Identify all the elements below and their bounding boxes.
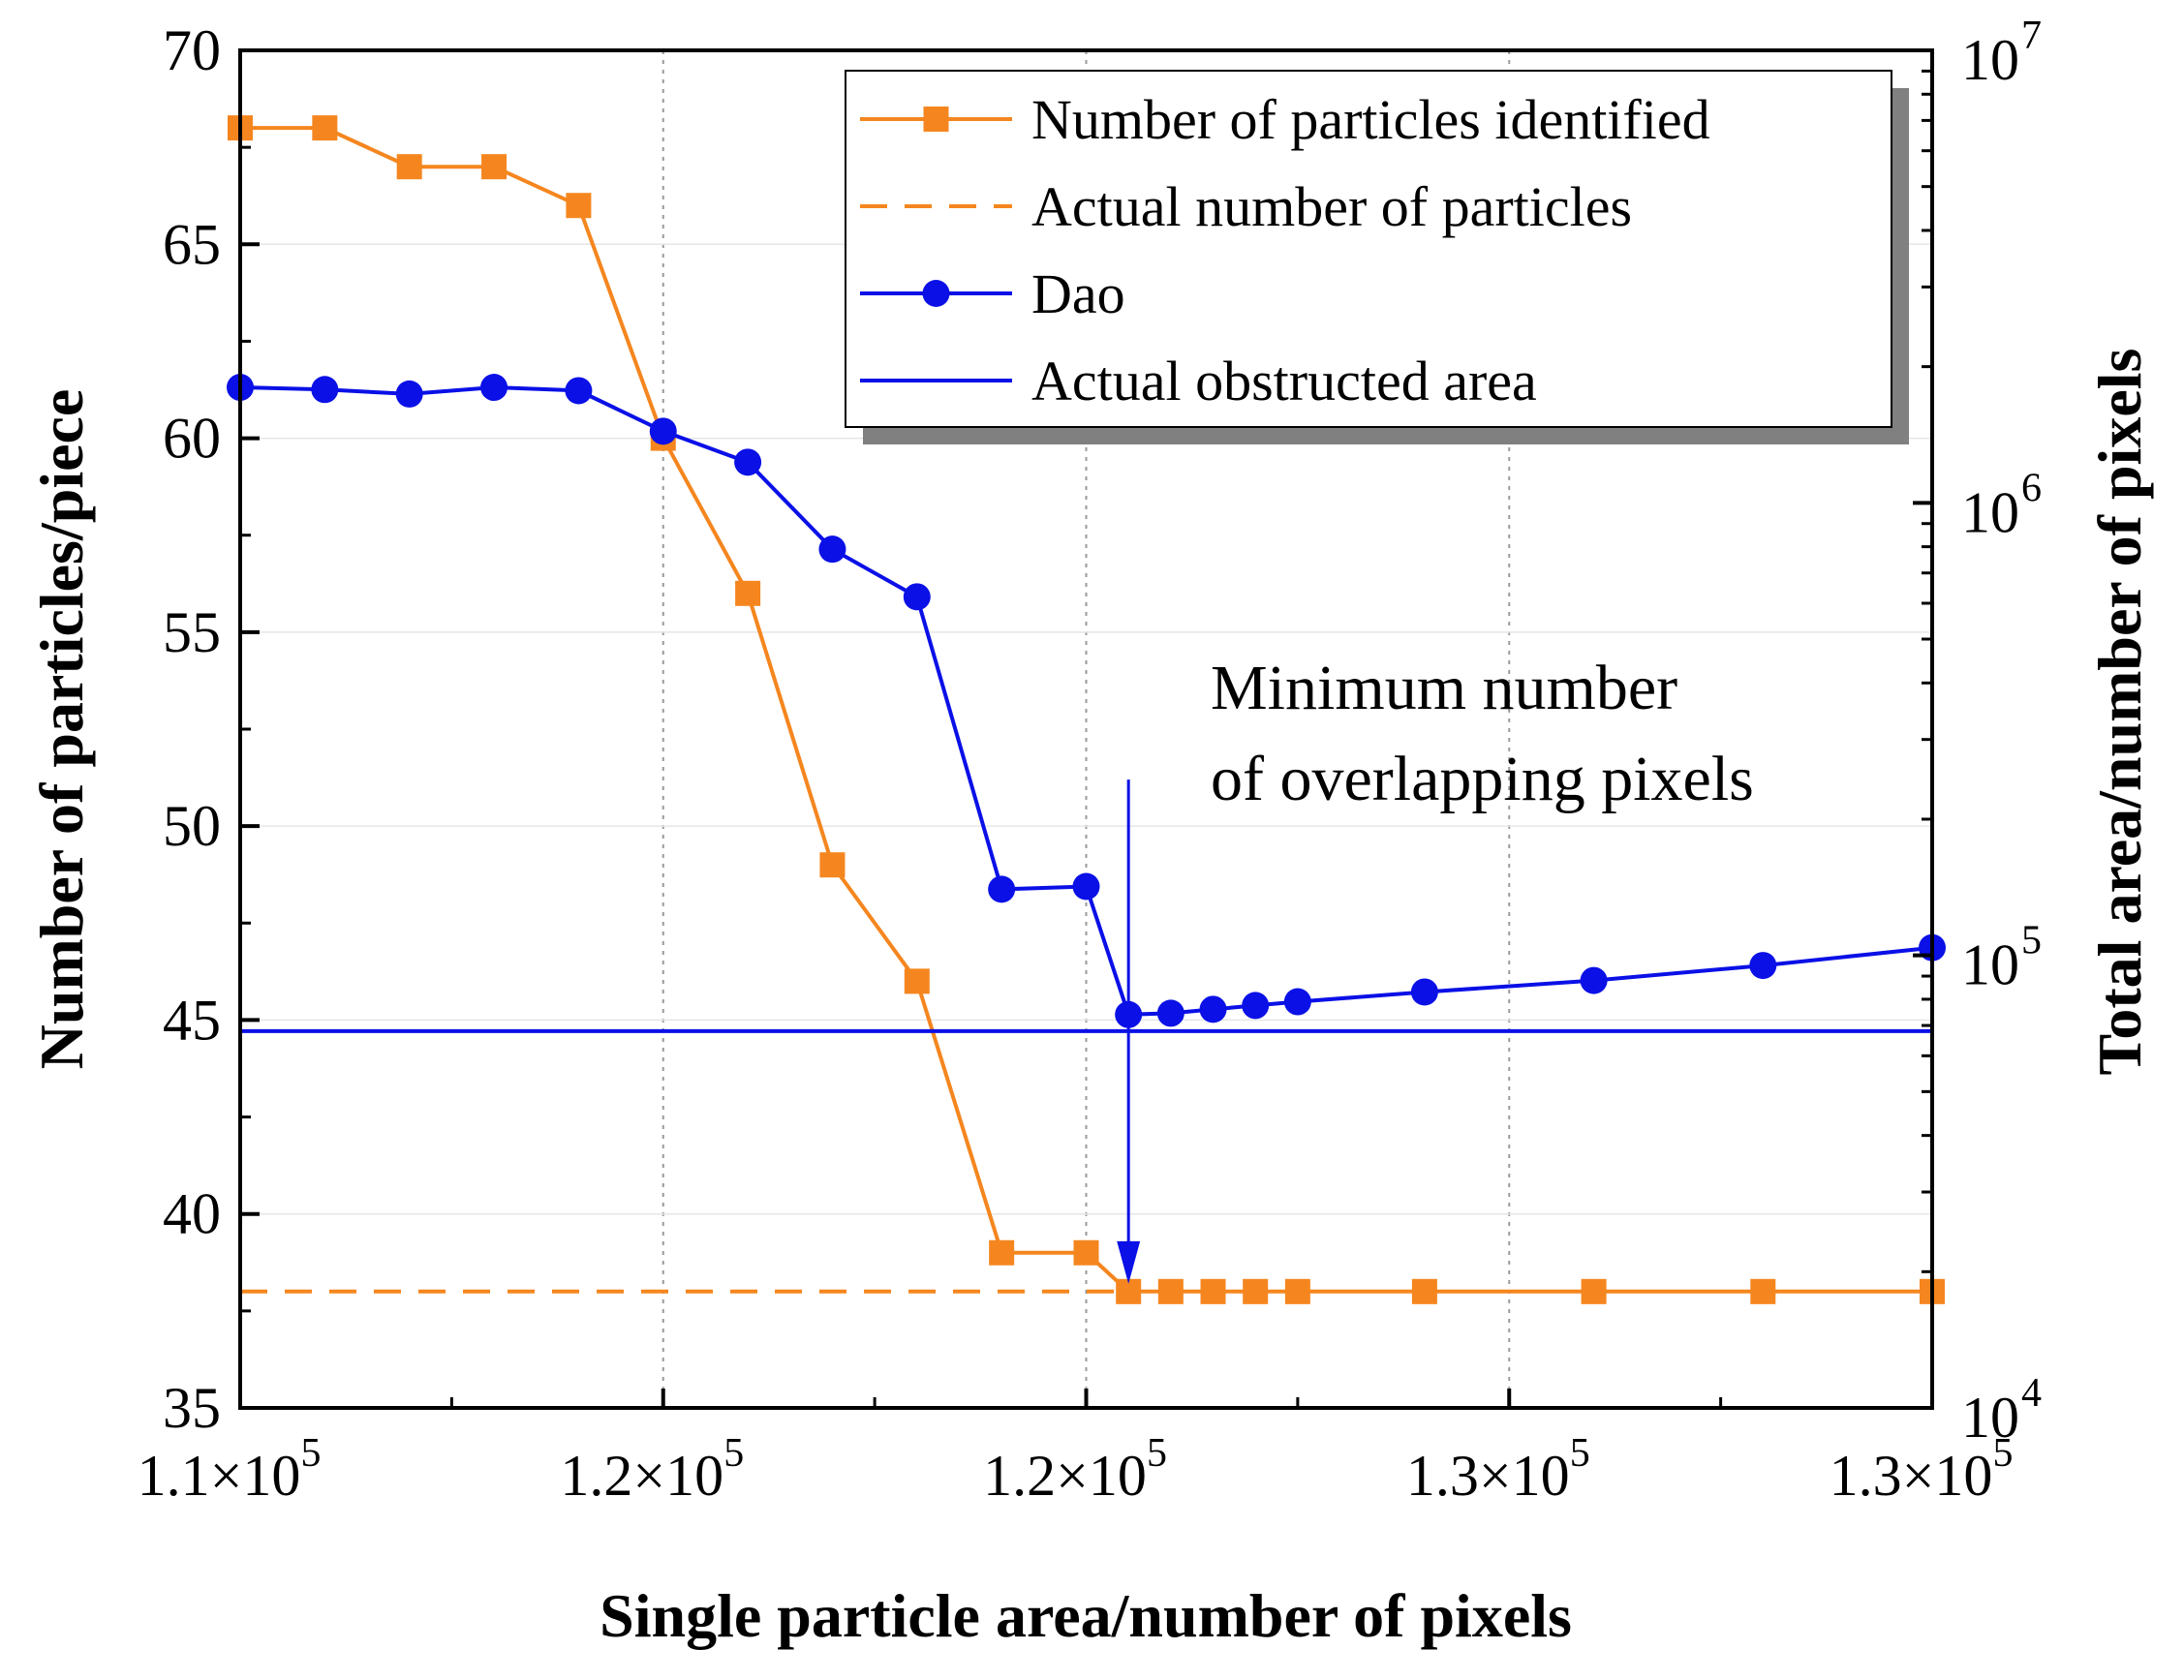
y-left-tick-label: 35 — [163, 1376, 221, 1440]
data-point-circle — [311, 376, 339, 404]
y-right-tick-label: 10 — [1961, 28, 2019, 92]
data-point-square — [1284, 1278, 1310, 1304]
y-left-tick-label: 40 — [163, 1182, 221, 1246]
data-point-square — [735, 580, 761, 606]
x-tick-exponent: 5 — [1993, 1431, 2014, 1476]
annotation-arrow-head — [1117, 1240, 1141, 1284]
annotation-line-2: of overlapping pixels — [1211, 744, 1754, 814]
data-point-circle — [988, 875, 1016, 903]
x-tick-exponent: 5 — [1147, 1431, 1167, 1476]
y-right-tick-exponent: 6 — [2021, 466, 2042, 510]
data-point-circle — [1199, 995, 1227, 1023]
data-point-square — [1750, 1278, 1776, 1304]
data-point-square — [1157, 1278, 1184, 1304]
data-point-circle — [903, 583, 931, 611]
y-left-tick-label: 70 — [163, 18, 221, 82]
series-line-2 — [239, 384, 1933, 1017]
data-point-square — [1200, 1278, 1226, 1304]
y-left-tick-label: 55 — [163, 600, 221, 664]
data-point-circle — [818, 535, 846, 564]
y-left-tick-label: 60 — [163, 407, 221, 471]
data-point-circle — [1242, 992, 1270, 1020]
data-point-square — [396, 154, 422, 180]
data-point-square — [312, 115, 338, 141]
data-point-square — [1411, 1278, 1437, 1304]
data-point-circle — [565, 377, 593, 405]
y-right-tick-exponent: 4 — [2021, 1371, 2042, 1416]
data-point-circle — [1156, 999, 1184, 1027]
data-point-square — [819, 852, 846, 878]
y-right-tick-label: 10 — [1961, 1386, 2019, 1450]
legend-label-0: Number of particles identified — [1031, 88, 1710, 151]
y-right-tick-exponent: 5 — [2021, 919, 2042, 963]
data-point-square — [566, 193, 592, 219]
data-point-square — [989, 1239, 1015, 1266]
data-point-square — [904, 968, 930, 994]
annotation: Minimum number of overlapping pixels — [1117, 653, 1754, 1284]
data-point-circle — [1072, 872, 1100, 901]
data-point-square — [1243, 1278, 1269, 1304]
ticks: 1.1×10 5 1.2×10 5 1.2×10 5 1.3×10 5 1.3×10 535404… — [138, 14, 2042, 1508]
legend-box — [845, 70, 1892, 428]
annotation-line-1: Minimum number — [1211, 653, 1677, 723]
y-left-tick-label: 65 — [163, 212, 221, 276]
y-right-tick-label: 10 — [1961, 480, 2019, 544]
data-point-circle — [1580, 966, 1608, 994]
legend-label-1: Actual number of particles — [1031, 175, 1632, 238]
data-point-circle — [1410, 978, 1438, 1006]
data-point-circle — [1749, 952, 1777, 980]
series-line-0 — [240, 126, 1932, 1294]
legend-label-3: Actual obstructed area — [1031, 350, 1537, 412]
legend-label-2: Dao — [1031, 262, 1125, 325]
x-tick-exponent: 5 — [301, 1431, 322, 1476]
x-tick-label: 1.2×10 — [983, 1444, 1147, 1508]
y-axis-left-title: Number of particles/piece — [27, 389, 96, 1070]
y-right-tick-label: 10 — [1961, 933, 2019, 997]
data-point-square — [1073, 1239, 1099, 1266]
data-point-circle — [734, 448, 762, 476]
data-point-square — [481, 154, 508, 180]
x-tick-label: 1.1×10 — [138, 1444, 301, 1508]
data-point-square — [1581, 1278, 1607, 1304]
legend-marker-circle — [922, 280, 950, 307]
data-point-circle — [395, 380, 423, 408]
y-left-tick-label: 45 — [163, 988, 221, 1052]
legend: Number of particles identified Actual num… — [845, 70, 1909, 444]
y-axis-right-title: Total area/number of pixels — [2085, 349, 2154, 1076]
y-right-tick-exponent: 7 — [2021, 14, 2042, 58]
legend-marker-square — [923, 107, 949, 132]
x-tick-exponent: 5 — [1570, 1431, 1590, 1476]
y-left-tick-label: 50 — [163, 794, 221, 858]
x-axis-title: Single particle area/number of pixels — [600, 1581, 1572, 1650]
data-point-circle — [649, 417, 677, 445]
x-tick-label: 1.2×10 — [560, 1444, 723, 1508]
x-tick-label: 1.3×10 — [1830, 1444, 1993, 1508]
data-point-circle — [480, 374, 508, 402]
data-point-circle — [1283, 988, 1311, 1016]
x-tick-exponent: 5 — [723, 1431, 744, 1476]
x-tick-label: 1.3×10 — [1406, 1444, 1570, 1508]
